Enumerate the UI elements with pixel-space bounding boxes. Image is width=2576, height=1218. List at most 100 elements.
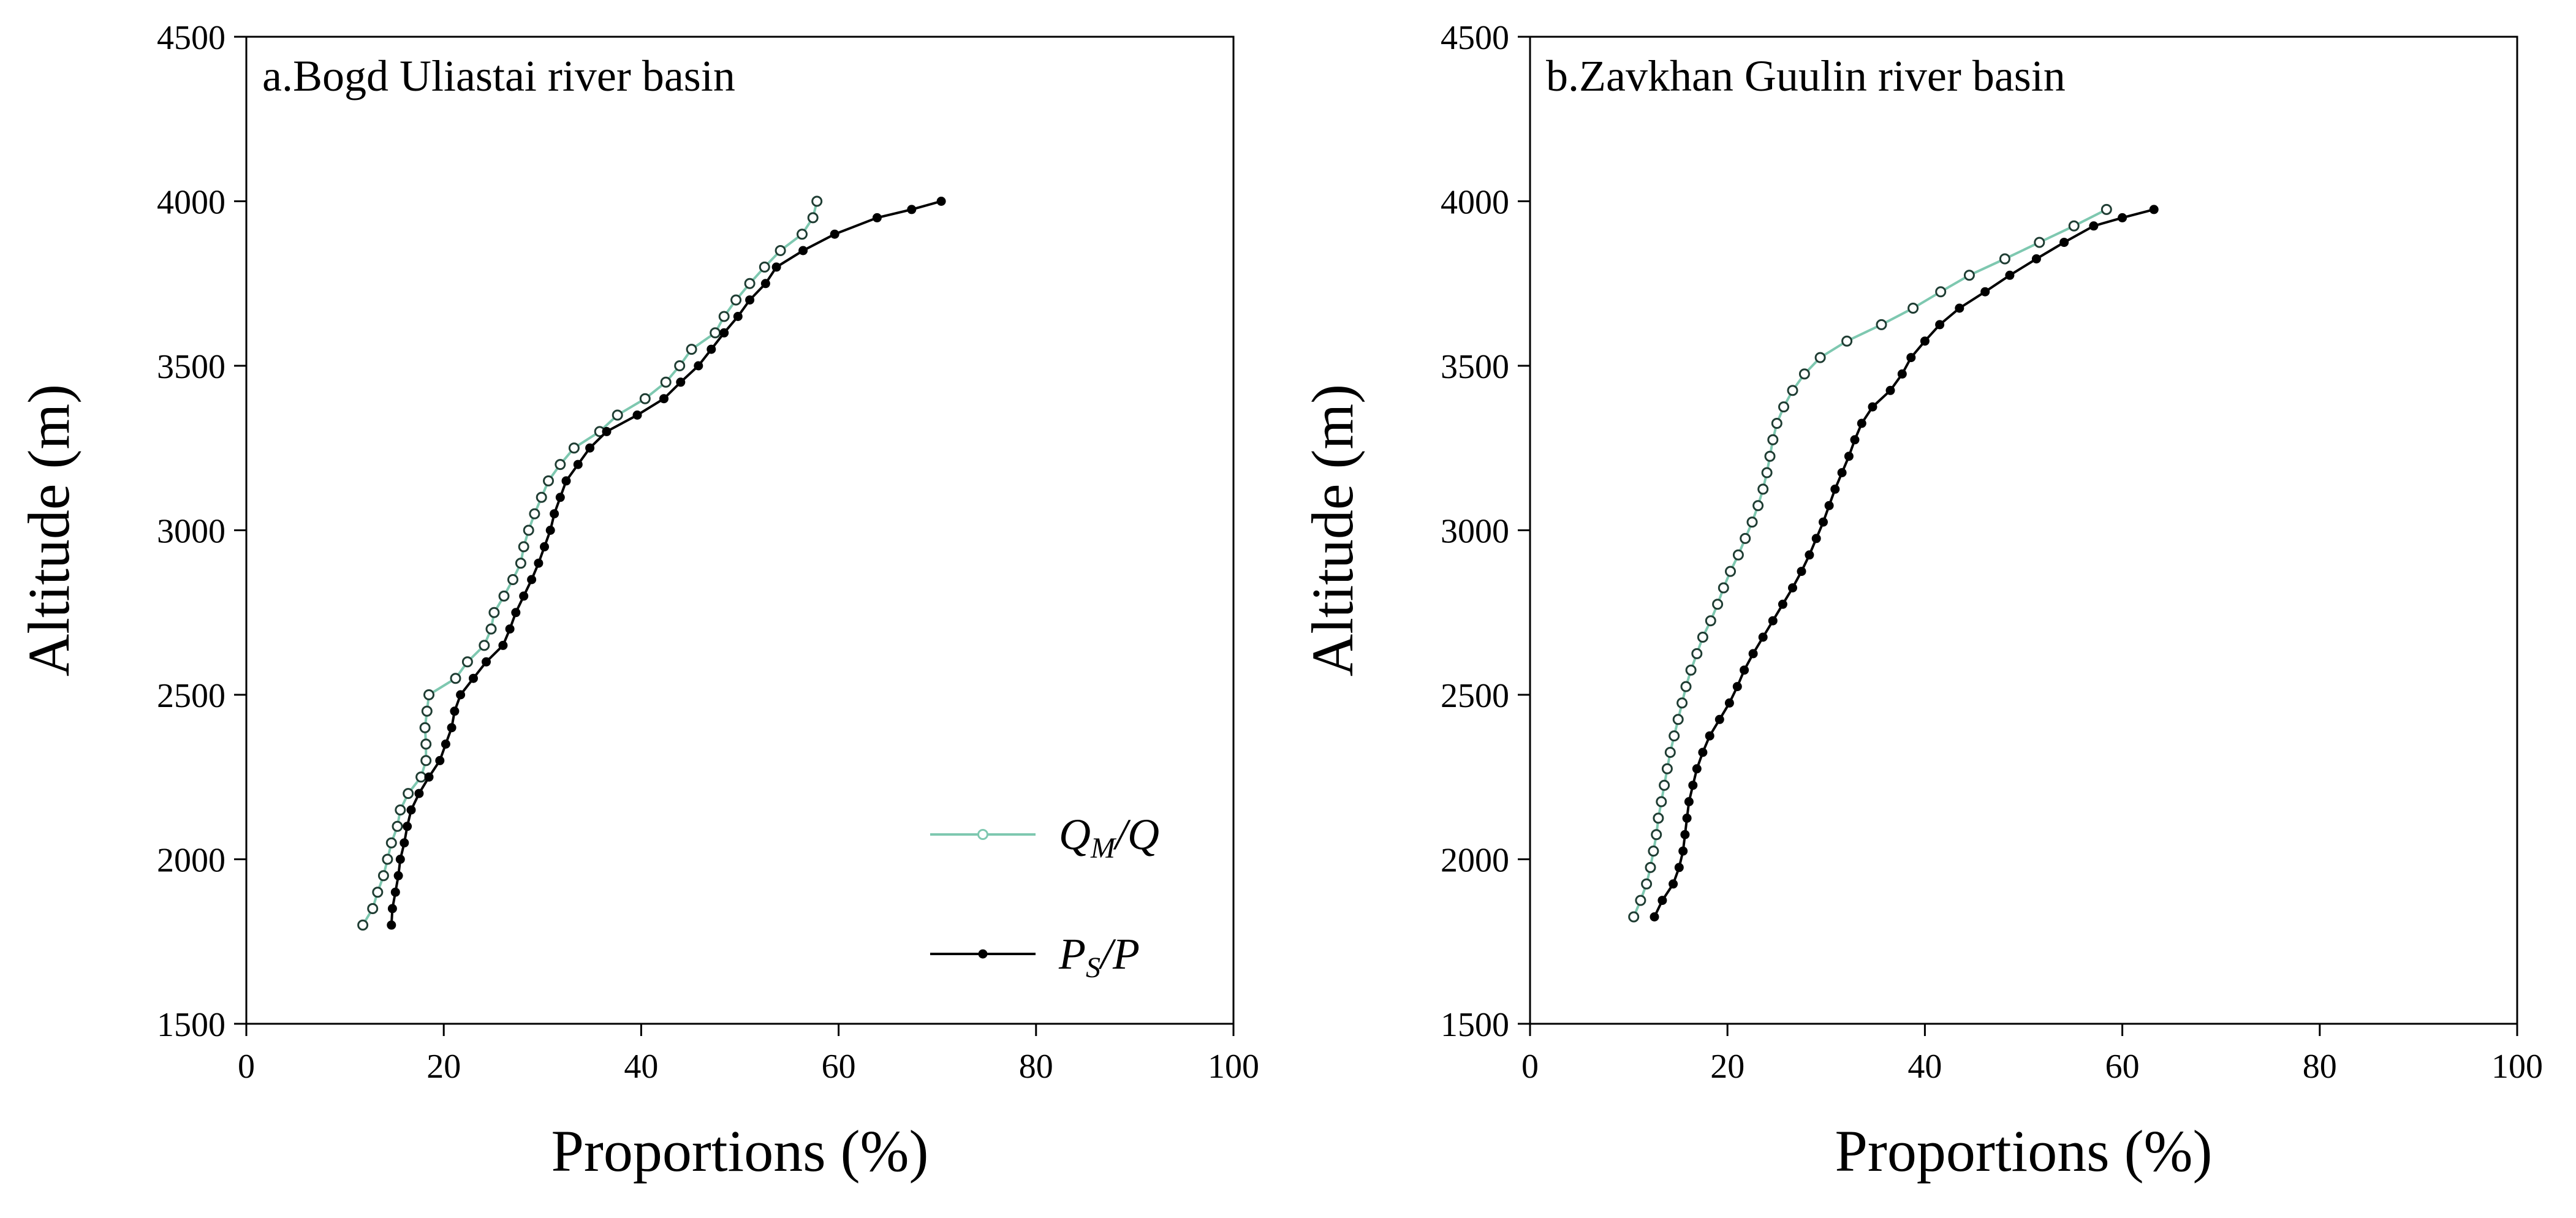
chart-1-series-qm-point (1641, 878, 1653, 890)
chart-1-series-qm-point (1757, 483, 1769, 495)
chart-0-series-ps-point (707, 344, 716, 354)
chart-1-series-ps-point (2005, 270, 2015, 280)
chart-1-series-qm-point (1645, 861, 1656, 873)
chart-0-series-ps-point (450, 706, 460, 716)
chart-1-series-ps-point (1705, 731, 1714, 741)
chart-1-series-qm-point (1656, 796, 1667, 808)
chart-1-series-ps-point (1678, 846, 1688, 856)
chart-1-y-tick-label: 3500 (1441, 348, 1509, 386)
chart-0-x-tick-label: 40 (624, 1048, 658, 1086)
chart-1-series-ps-point (1811, 534, 1821, 543)
chart-1-series-qm-point (2101, 203, 2112, 215)
chart-1-series-ps-point (1714, 714, 1724, 724)
chart-0-series-qm-point (518, 541, 529, 553)
legend-marker-qm (977, 829, 988, 840)
chart-0-series-qm-line (362, 201, 819, 926)
chart-1-series-qm-point (1635, 895, 1646, 906)
chart-0-series-ps-point (505, 624, 515, 634)
chart-1-series-ps-point (1732, 682, 1742, 692)
chart-0-series-qm-point (419, 722, 431, 733)
chart-0-series-ps-point (733, 312, 743, 321)
legend-marker-ps (978, 949, 988, 959)
chart-0-series-ps-point (527, 575, 537, 584)
chart-0-series-ps-point (550, 509, 559, 519)
chart-1-series-ps-line (1653, 208, 2154, 918)
chart-0-x-tick-label: 100 (1208, 1048, 1259, 1086)
chart-1-series-qm-point (1697, 632, 1708, 643)
chart-0-series-qm-point (536, 491, 547, 503)
chart-0-y-tick-label: 2500 (157, 677, 225, 715)
chart-1-x-axis-title: Proportions (%) (1835, 1118, 2213, 1184)
chart-1-series-qm-point (1669, 730, 1680, 742)
chart-0-series-qm-point (357, 919, 369, 931)
chart-0-series-ps-point (390, 887, 400, 897)
chart-1-x-tick-label: 40 (1907, 1048, 1942, 1086)
chart-1-series-qm-point (1761, 467, 1773, 478)
chart-0-series-ps-point (907, 205, 917, 214)
chart-0-series-ps-point (406, 805, 416, 815)
chart-0-series-ps-point (632, 410, 642, 420)
chart-0-series-qm-point (385, 837, 397, 849)
chart-1-x-tick-label: 80 (2303, 1048, 2337, 1086)
chart-0-series-ps-point (760, 279, 770, 289)
panel-a: 0 20 40 60 80 100 1500 2000 2500 3000 3500 4000 4500… (16, 19, 1259, 1184)
chart-0-series-qm-point (420, 755, 432, 766)
chart-1-series-qm-point (1628, 911, 1640, 923)
chart-1-series-qm-point (1764, 450, 1776, 462)
chart-0-series-qm-point (395, 804, 406, 815)
chart-1-series-qm-point (1664, 747, 1676, 758)
chart-0-series-qm-point (744, 278, 756, 289)
chart-0-series-ps-point (519, 591, 529, 601)
chart-1-series-ps-point (1830, 484, 1840, 494)
chart-0-series-ps-point (719, 328, 729, 338)
chart-0-y-tick-label: 3000 (157, 513, 225, 551)
chart-1-series-qm-point (1746, 516, 1758, 528)
chart-0-series-qm-point (718, 311, 730, 322)
chart-0-series-qm-point (639, 393, 651, 404)
chart-1-series-ps-point (2118, 213, 2127, 222)
chart-1-x-tick-label: 0 (1521, 1048, 1539, 1086)
chart-0-series-ps-point (400, 838, 409, 848)
chart-1-series-qm-point (1935, 286, 1947, 298)
chart-1-series-ps-point (1669, 879, 1678, 889)
chart-0-series-ps-point (872, 213, 882, 222)
chart-0-series-ps-point (414, 789, 424, 798)
chart-1-series-ps-point (2031, 254, 2041, 263)
chart-0-y-tick-label: 3500 (157, 348, 225, 386)
chart-1-series-qm-line (1632, 208, 2107, 918)
chart-0-series-ps-point (387, 904, 397, 913)
chart-1-y-tick-label: 4000 (1441, 184, 1509, 222)
chart-0-series-ps-point (540, 542, 549, 551)
chart-0-series-ps-point (456, 690, 466, 700)
chart-1-series-ps-point (1805, 550, 1814, 560)
chart-0-series-ps-point (435, 755, 445, 765)
chart-0-y-tick-label: 4000 (157, 184, 225, 222)
chart-0-series-ps-point (555, 493, 565, 502)
chart-0-series-ps-point (573, 460, 583, 469)
chart-1-series-qm-point (1907, 303, 1919, 314)
chart-0-series-qm-point (543, 475, 554, 486)
chart-0-series-ps-point (694, 361, 703, 371)
chart-0-series-ps-line (390, 200, 942, 926)
chart-0-y-tick-label: 2000 (157, 842, 225, 880)
chart-0-series-ps-point (936, 197, 946, 206)
chart-0-series-qm-point (568, 442, 580, 454)
chart-1-series-qm-point (1672, 714, 1684, 725)
chart-1-series-ps-point (1740, 665, 1749, 675)
chart-1-series-qm-point (2034, 236, 2045, 248)
chart-1-series-qm-point (1653, 812, 1664, 824)
chart-1-series-ps-point (1819, 517, 1828, 527)
chart-1-series-qm-point (2068, 220, 2080, 232)
chart-0-series-qm-point (612, 409, 623, 421)
chart-0-series-qm-point (377, 870, 389, 882)
legend: QM/Q PS/P (930, 810, 1159, 984)
chart-0-series-ps-point (393, 871, 403, 880)
chart-0-x-tick-label: 0 (238, 1048, 255, 1086)
chart-1-series-qm-point (1705, 615, 1716, 627)
chart-0-series-ps-point (771, 262, 781, 272)
chart-1-series-ps-point (1868, 402, 1877, 412)
chart-1-series-ps-point (1955, 303, 1964, 313)
chart-0-series-qm-point (730, 294, 742, 306)
chart-0-series-qm-point (450, 673, 461, 684)
chart-1-series-qm-point (1740, 532, 1751, 544)
